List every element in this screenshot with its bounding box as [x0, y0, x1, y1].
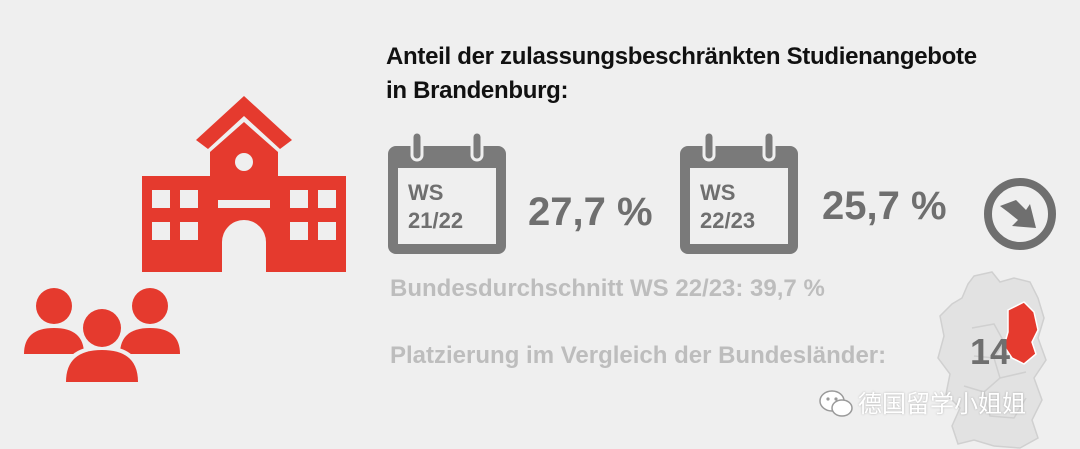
title-line-2: in Brandenburg: — [386, 77, 569, 104]
calendar-label-line2: 22/23 — [700, 208, 756, 233]
germany-map-icon — [937, 271, 1047, 449]
calendar-label-line1: WS — [700, 180, 736, 205]
page-title: Anteil der zulassungsbeschränkten Studie… — [386, 40, 1066, 108]
value-ws-22-23: 25,7 % — [822, 184, 947, 228]
people-group-icon — [24, 288, 180, 382]
national-average: Bundesdurchschnitt WS 22/23: 39,7 % — [390, 275, 825, 302]
ranking-label: Platzierung im Vergleich der Bundeslände… — [390, 342, 887, 369]
calendar-ws-22-23: WS 22/23 — [678, 128, 800, 256]
school-building-icon — [142, 96, 346, 272]
calendar-icon — [680, 130, 798, 254]
arrow-down-right-icon — [984, 178, 1056, 250]
ranking-value: 14 — [970, 331, 1011, 372]
value-ws-21-22: 27,7 % — [528, 190, 653, 234]
calendar-label-line2: 21/22 — [408, 208, 464, 233]
calendar-icon — [388, 130, 506, 254]
watermark-text: 德国留学小姐姐 — [858, 390, 1026, 418]
calendar-label-line1: WS — [408, 180, 444, 205]
calendar-ws-21-22: WS 21/22 — [386, 128, 508, 256]
title-line-1: Anteil der zulassungsbeschränkten Studie… — [386, 43, 977, 70]
wechat-icon — [819, 390, 853, 417]
